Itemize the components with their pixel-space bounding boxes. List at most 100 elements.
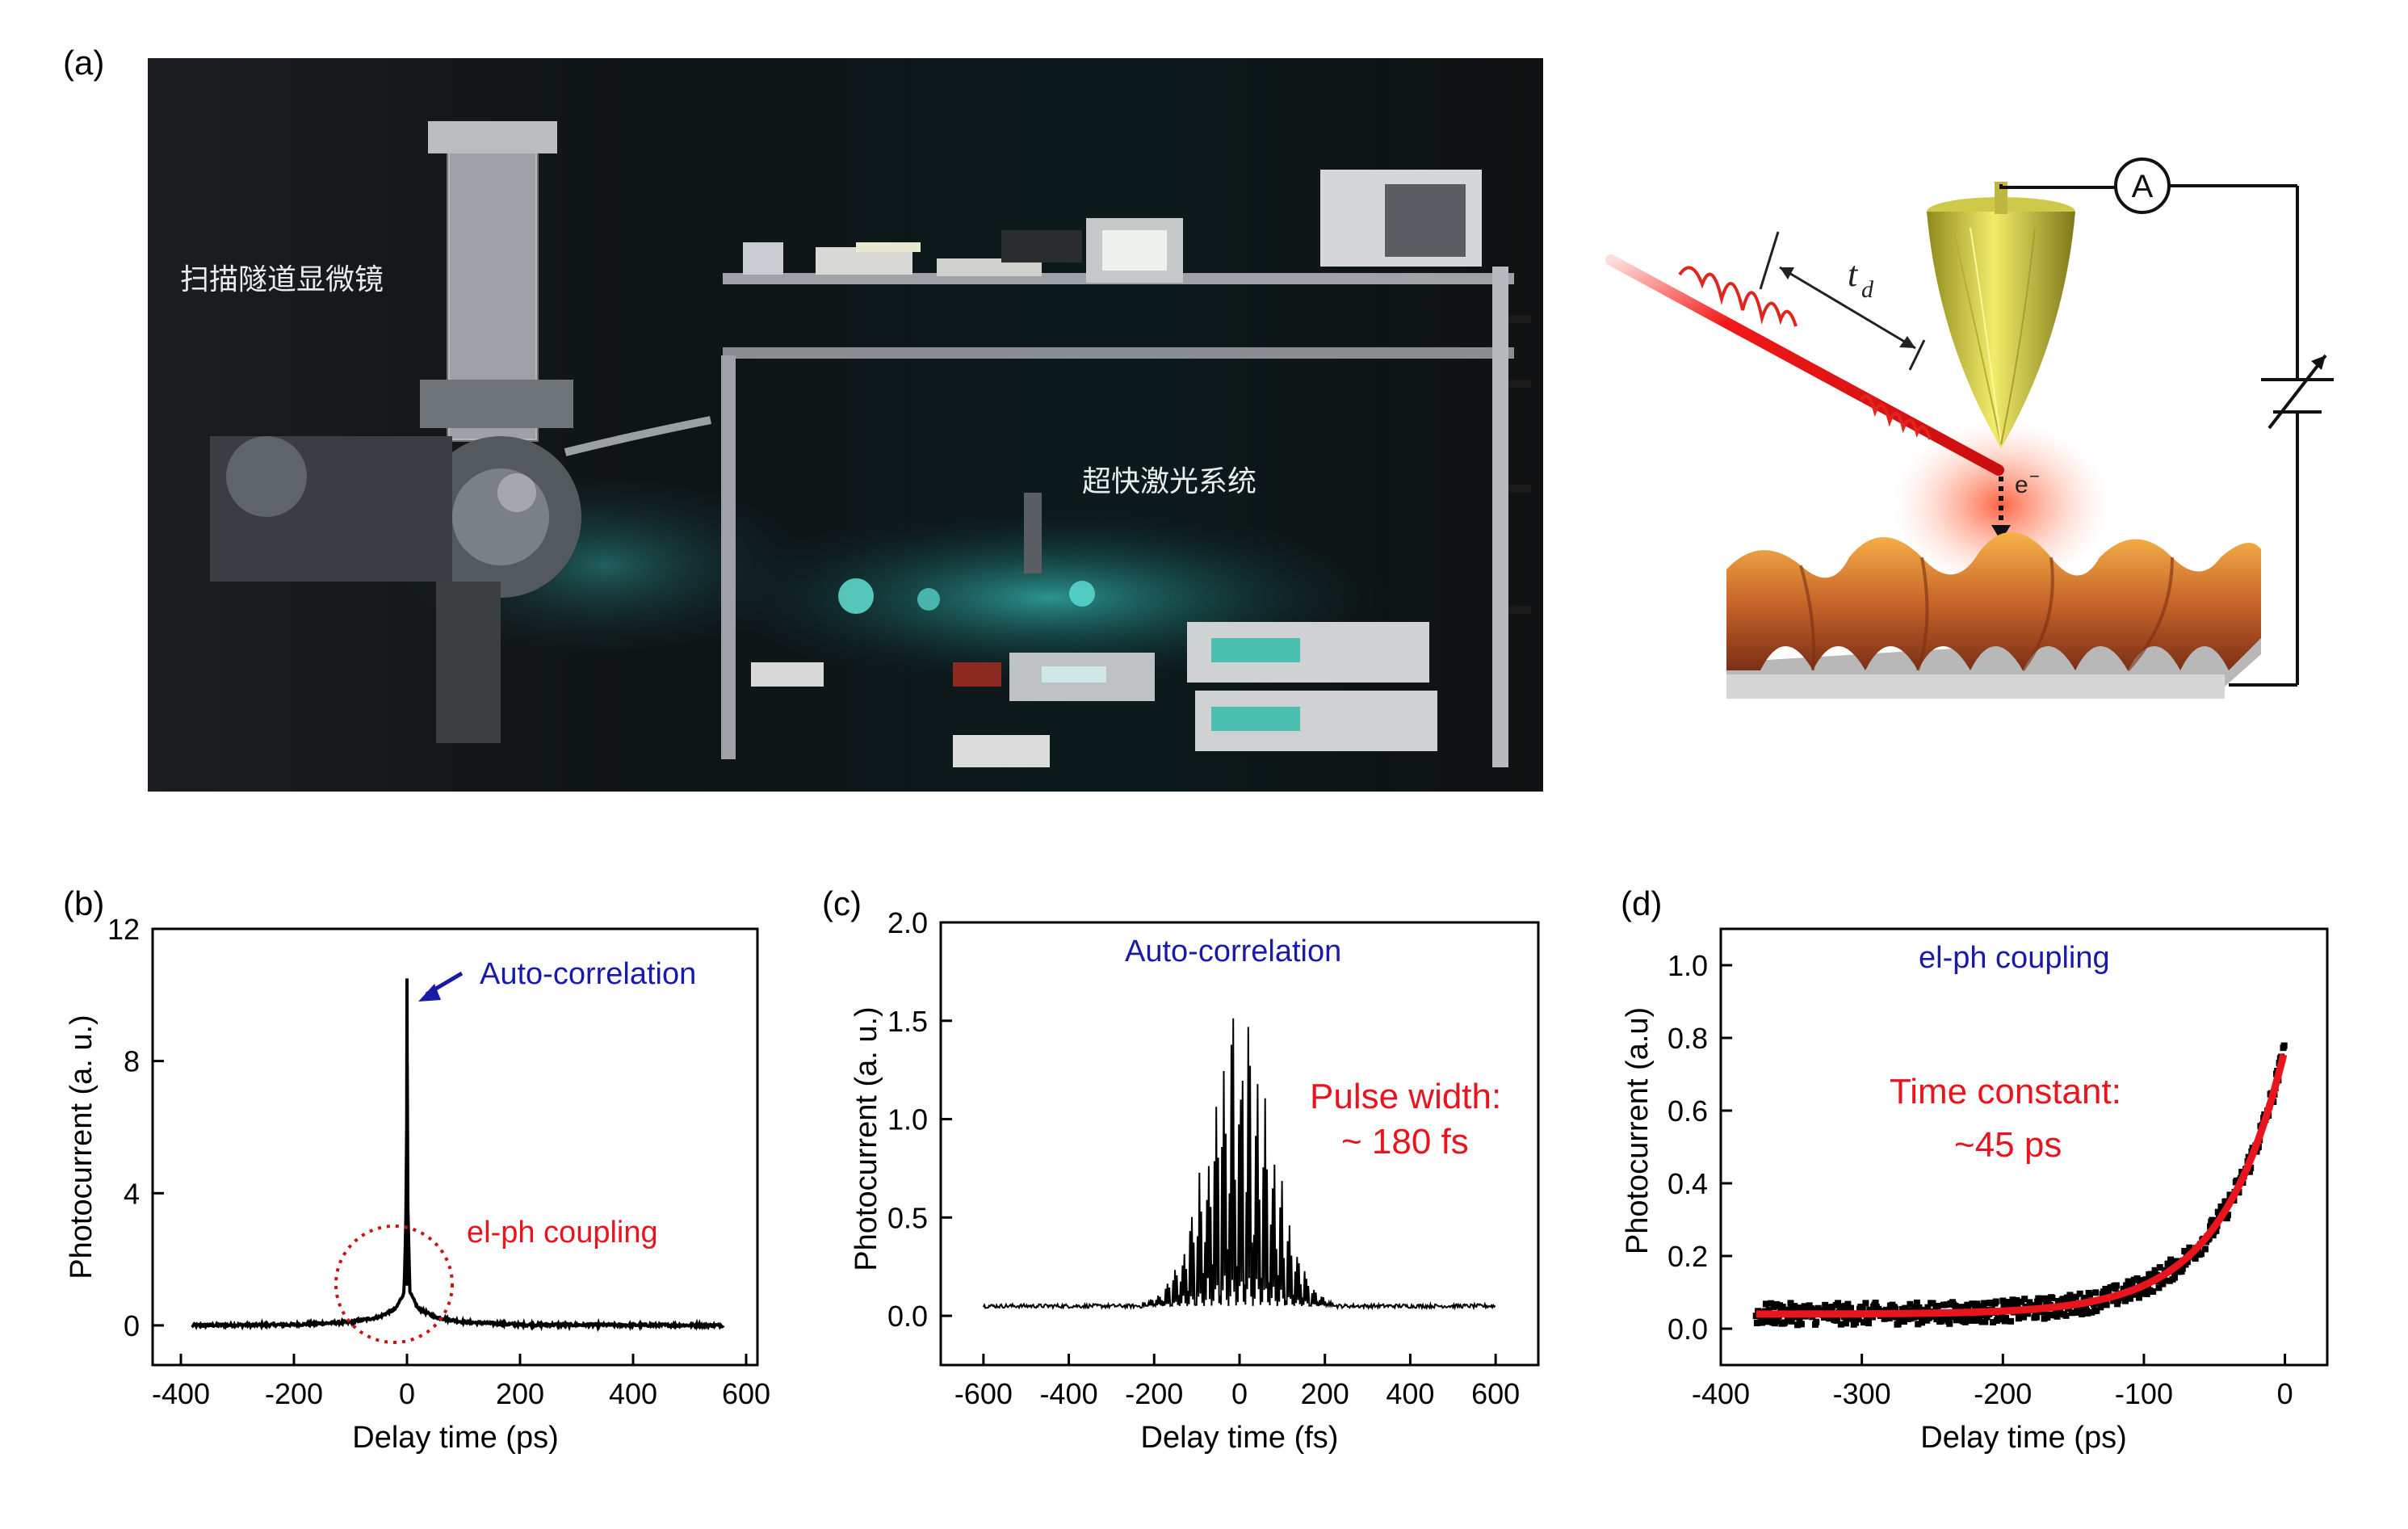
chart-d-point bbox=[1762, 1300, 1769, 1308]
chart-d-point bbox=[2125, 1278, 2132, 1285]
chart-d-ytick-label: 0.8 bbox=[1668, 1022, 1708, 1055]
chart-d-point bbox=[2030, 1302, 2037, 1309]
chart-d-ytick-label: 0.2 bbox=[1668, 1240, 1708, 1273]
chart-d-point bbox=[2041, 1295, 2049, 1302]
chart-d-point bbox=[2062, 1312, 2070, 1319]
chart-d-point bbox=[1907, 1300, 1914, 1308]
chart-d-point bbox=[2192, 1255, 2199, 1262]
chart-b-ylabel: Photocurrent (a. u.) bbox=[65, 1014, 99, 1279]
chart-d-point bbox=[1919, 1319, 1926, 1326]
el-ph-region-circle bbox=[334, 1224, 454, 1344]
chart-d-point bbox=[2020, 1313, 2027, 1321]
chart-d-point bbox=[2155, 1284, 2163, 1292]
chart-d-point bbox=[2115, 1296, 2122, 1304]
chart-d-annotation-tc1: Time constant: bbox=[1890, 1072, 2121, 1111]
chart-b-xtick-label: -200 bbox=[265, 1377, 323, 1410]
chart-d-point bbox=[1915, 1321, 1922, 1328]
chart-d-point bbox=[1801, 1303, 1808, 1310]
chart-d-point bbox=[1828, 1304, 1835, 1310]
chart-d-ytick-label: 0.6 bbox=[1668, 1094, 1708, 1128]
chart-b-frame bbox=[151, 927, 759, 1367]
chart-d-point bbox=[1852, 1319, 1860, 1326]
chart-d-point bbox=[2142, 1276, 2150, 1283]
chart-d-point bbox=[2045, 1311, 2053, 1318]
ammeter-label: A bbox=[2132, 169, 2154, 204]
chart-d-point bbox=[1911, 1304, 1919, 1310]
chart-d-point bbox=[2123, 1282, 2130, 1289]
chart-d-point bbox=[1835, 1300, 1842, 1307]
chart-d-point bbox=[1992, 1298, 1999, 1305]
stm-tip bbox=[1927, 182, 2075, 448]
chart-d-point bbox=[2159, 1280, 2167, 1287]
chart-d-point bbox=[1944, 1313, 1951, 1321]
chart-c-ylabel: Photocurrent (a. u.) bbox=[850, 1006, 883, 1271]
chart-d-point bbox=[1791, 1303, 1798, 1310]
chart-d-point bbox=[2084, 1309, 2091, 1317]
chart-d-point bbox=[2171, 1274, 2178, 1281]
chart-d-point bbox=[1929, 1300, 1936, 1307]
panel-d-label: (d) bbox=[1621, 884, 1662, 922]
chart-d-point bbox=[2112, 1282, 2120, 1289]
chart-d: -400 -300 -200 -100 0 0.0 0.2 0.4 0.6 0.8 1.0 el-p… bbox=[1621, 927, 2329, 1455]
chart-d-point bbox=[1892, 1305, 1898, 1313]
stm-schematic: t d e − bbox=[1605, 158, 2334, 699]
chart-b-annotation-elph: el-ph coupling bbox=[467, 1216, 658, 1250]
laser-shelf bbox=[721, 170, 1531, 767]
chart-d-point bbox=[1790, 1306, 1798, 1313]
chart-d-point bbox=[2246, 1168, 2253, 1175]
chart-b-xlabel: Delay time (ps) bbox=[352, 1421, 559, 1455]
chart-d-point bbox=[2074, 1309, 2082, 1316]
chart-d-point bbox=[2092, 1289, 2100, 1296]
chart-d-point bbox=[1943, 1301, 1950, 1308]
chart-d-point bbox=[1787, 1300, 1794, 1307]
chart-b-xtick-label: 600 bbox=[722, 1377, 770, 1410]
electron-charge: − bbox=[2029, 466, 2040, 486]
chart-c-annotation-auto: Auto-correlation bbox=[1125, 935, 1341, 968]
chart-d-point bbox=[2015, 1315, 2022, 1322]
sample-surface bbox=[1726, 531, 2261, 699]
chart-c-ytick-label: 2.0 bbox=[887, 906, 928, 939]
electron-label: e bbox=[2015, 472, 2028, 498]
chart-d-point bbox=[1958, 1304, 1965, 1311]
chart-d-point bbox=[1986, 1300, 1994, 1306]
chart-d-point bbox=[1894, 1321, 1902, 1328]
chart-d-point bbox=[1859, 1304, 1866, 1312]
chart-d-point bbox=[2136, 1294, 2142, 1301]
chart-d-point bbox=[2114, 1300, 2121, 1308]
chart-d-xtick-label: -100 bbox=[2115, 1377, 2173, 1410]
chart-d-point bbox=[1794, 1321, 1801, 1329]
wave-packet-1 bbox=[1678, 266, 1798, 327]
chart-d-point bbox=[2225, 1212, 2231, 1219]
chart-d-point bbox=[2167, 1256, 2175, 1263]
chart-d-point bbox=[2040, 1308, 2047, 1316]
chart-d-point bbox=[1999, 1313, 2006, 1320]
chart-d-point bbox=[1965, 1304, 1972, 1310]
chart-d-point bbox=[2102, 1285, 2109, 1292]
chart-b-annotation-auto: Auto-correlation bbox=[480, 957, 696, 991]
chart-d-point bbox=[1788, 1317, 1795, 1325]
chart-d-point bbox=[1764, 1318, 1772, 1325]
chart-d-ytick-label: 0.0 bbox=[1668, 1313, 1708, 1346]
chart-d-point bbox=[2033, 1313, 2040, 1321]
chart-d-point bbox=[2186, 1244, 2193, 1251]
chart-c-xtick-label: 200 bbox=[1301, 1377, 1349, 1410]
chart-d-point bbox=[2142, 1285, 2149, 1292]
panel-a-label: (a) bbox=[63, 44, 104, 82]
chart-d-point bbox=[1774, 1317, 1781, 1325]
chart-d-point bbox=[2110, 1297, 2117, 1304]
chart-d-point bbox=[1781, 1319, 1789, 1326]
chart-d-xlabel: Delay time (ps) bbox=[1920, 1421, 2127, 1455]
chart-d-point bbox=[1779, 1304, 1786, 1311]
chart-b-ytick-label: 4 bbox=[124, 1177, 140, 1210]
chart-d-point bbox=[1969, 1300, 1976, 1308]
chart-b-xtick-label: 0 bbox=[399, 1377, 415, 1410]
chart-d-point bbox=[2009, 1296, 2016, 1304]
chart-d-point bbox=[1855, 1316, 1862, 1323]
chart-d-point bbox=[1783, 1306, 1790, 1313]
chart-b: -400 -200 0 200 400 600 0 4 8 12 Auto-correlation… bbox=[65, 913, 770, 1455]
chart-b-ytick-label: 0 bbox=[124, 1309, 140, 1342]
chart-b-xtick-label: 200 bbox=[496, 1377, 544, 1410]
chart-c-series bbox=[982, 1018, 1496, 1311]
chart-d-point bbox=[1753, 1320, 1760, 1326]
